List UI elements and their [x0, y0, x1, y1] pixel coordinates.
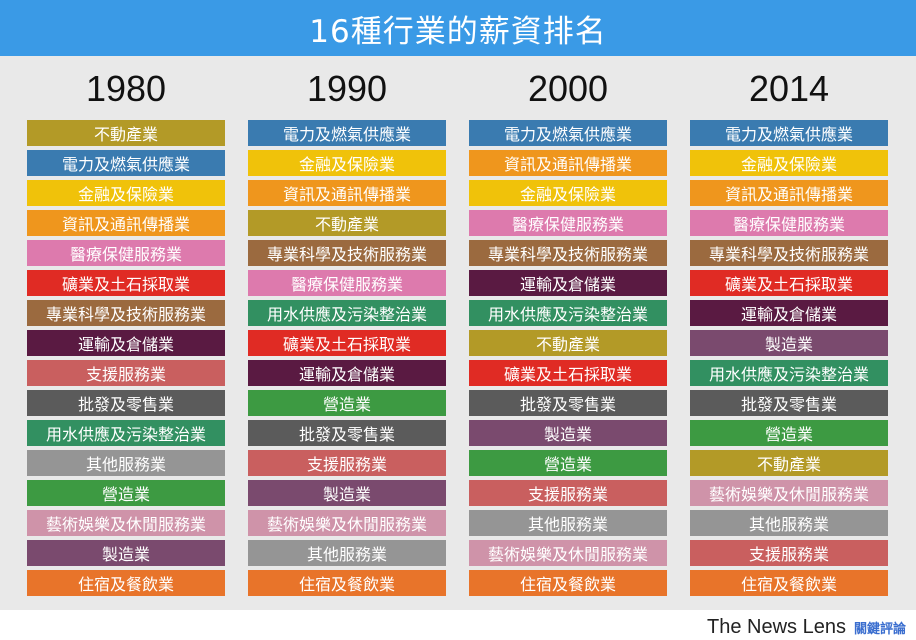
industry-bar: 用水供應及污染整治業: [248, 300, 446, 326]
industry-bar: 用水供應及污染整治業: [690, 360, 888, 386]
industry-bar: 資訊及通訊傳播業: [27, 210, 225, 236]
industry-bar: 藝術娛樂及休閒服務業: [469, 540, 667, 566]
industry-bar: 專業科學及技術服務業: [469, 240, 667, 266]
industry-bar: 金融及保險業: [248, 150, 446, 176]
industry-bar: 住宿及餐飲業: [469, 570, 667, 596]
industry-bar: 支援服務業: [690, 540, 888, 566]
industry-bar: 電力及燃氣供應業: [248, 120, 446, 146]
brand-footer: The News Lens 關鍵評論: [707, 614, 906, 640]
industry-bar: 製造業: [27, 540, 225, 566]
industry-bar: 營造業: [248, 390, 446, 416]
industry-bar: 不動產業: [248, 210, 446, 236]
industry-bar: 不動產業: [469, 330, 667, 356]
industry-bar: 資訊及通訊傳播業: [690, 180, 888, 206]
industry-bar: 其他服務業: [469, 510, 667, 536]
industry-bar: 批發及零售業: [27, 390, 225, 416]
industry-bar: 資訊及通訊傳播業: [469, 150, 667, 176]
industry-bar: 批發及零售業: [690, 390, 888, 416]
industry-bar: 金融及保險業: [27, 180, 225, 206]
industry-bar: 電力及燃氣供應業: [690, 120, 888, 146]
industry-bar: 專業科學及技術服務業: [690, 240, 888, 266]
industry-bar: 其他服務業: [27, 450, 225, 476]
industry-bar: 製造業: [469, 420, 667, 446]
industry-bar: 營造業: [469, 450, 667, 476]
industry-bar: 醫療保健服務業: [469, 210, 667, 236]
industry-bar: 藝術娛樂及休閒服務業: [248, 510, 446, 536]
industry-bar: 醫療保健服務業: [690, 210, 888, 236]
industry-bar: 專業科學及技術服務業: [248, 240, 446, 266]
ranking-column-2014: 電力及燃氣供應業 金融及保險業 資訊及通訊傳播業 醫療保健服務業 專業科學及技術服務業礦…: [690, 120, 888, 600]
industry-bar: 支援服務業: [248, 450, 446, 476]
industry-bar: 用水供應及污染整治業: [27, 420, 225, 446]
industry-bar: 金融及保險業: [690, 150, 888, 176]
industry-bar: 運輸及倉儲業: [690, 300, 888, 326]
industry-bar: 醫療保健服務業: [248, 270, 446, 296]
ranking-column-1990: 電力及燃氣供應業 金融及保險業 資訊及通訊傳播業 不動產業專業科學及技術服務業 醫療保健…: [248, 120, 446, 600]
industry-bar: 其他服務業: [248, 540, 446, 566]
industry-bar: 資訊及通訊傳播業: [248, 180, 446, 206]
page-title: 16種行業的薪資排名: [0, 0, 916, 56]
industry-bar: 運輸及倉儲業: [27, 330, 225, 356]
industry-bar: 批發及零售業: [248, 420, 446, 446]
industry-bar: 其他服務業: [690, 510, 888, 536]
industry-bar: 支援服務業: [469, 480, 667, 506]
industry-bar: 礦業及土石採取業: [690, 270, 888, 296]
year-label-1980: 1980: [85, 68, 167, 109]
year-label-2000: 2000: [527, 68, 609, 109]
industry-bar: 製造業: [248, 480, 446, 506]
year-label-1990: 1990: [306, 68, 388, 109]
year-label-2014: 2014: [748, 68, 830, 109]
industry-bar: 用水供應及污染整治業: [469, 300, 667, 326]
industry-bar: 礦業及土石採取業: [27, 270, 225, 296]
industry-bar: 藝術娛樂及休閒服務業: [690, 480, 888, 506]
industry-bar: 營造業: [27, 480, 225, 506]
industry-bar: 住宿及餐飲業: [27, 570, 225, 596]
industry-bar: 不動產業: [27, 120, 225, 146]
industry-bar: 礦業及土石採取業: [469, 360, 667, 386]
industry-bar: 住宿及餐飲業: [248, 570, 446, 596]
industry-bar: 專業科學及技術服務業: [27, 300, 225, 326]
ranking-column-2000: 電力及燃氣供應業 資訊及通訊傳播業 金融及保險業 醫療保健服務業 專業科學及技術服務業運…: [469, 120, 667, 600]
brand-name-en: The News Lens: [707, 615, 846, 638]
industry-bar: 醫療保健服務業: [27, 240, 225, 266]
industry-bar: 電力及燃氣供應業: [469, 120, 667, 146]
industry-bar: 電力及燃氣供應業: [27, 150, 225, 176]
ranking-column-1980: 不動產業電力及燃氣供應業 金融及保險業 資訊及通訊傳播業 醫療保健服務業 礦業及土石採取…: [27, 120, 225, 600]
industry-bar: 住宿及餐飲業: [690, 570, 888, 596]
industry-bar: 藝術娛樂及休閒服務業: [27, 510, 225, 536]
industry-bar: 支援服務業: [27, 360, 225, 386]
ranking-panel: 1980 1990 2000 2014 不動產業 電力及燃氣供應業 金融及保險業 資訊…: [0, 56, 916, 610]
industry-bar: 製造業: [690, 330, 888, 356]
industry-bar: 不動產業: [690, 450, 888, 476]
industry-bar: 運輸及倉儲業: [248, 360, 446, 386]
industry-bar: 礦業及土石採取業: [248, 330, 446, 356]
industry-bar: 營造業: [690, 420, 888, 446]
industry-bar: 金融及保險業: [469, 180, 667, 206]
industry-bar: 運輸及倉儲業: [469, 270, 667, 296]
industry-bar: 批發及零售業: [469, 390, 667, 416]
brand-name-zh: 關鍵評論: [853, 621, 906, 637]
